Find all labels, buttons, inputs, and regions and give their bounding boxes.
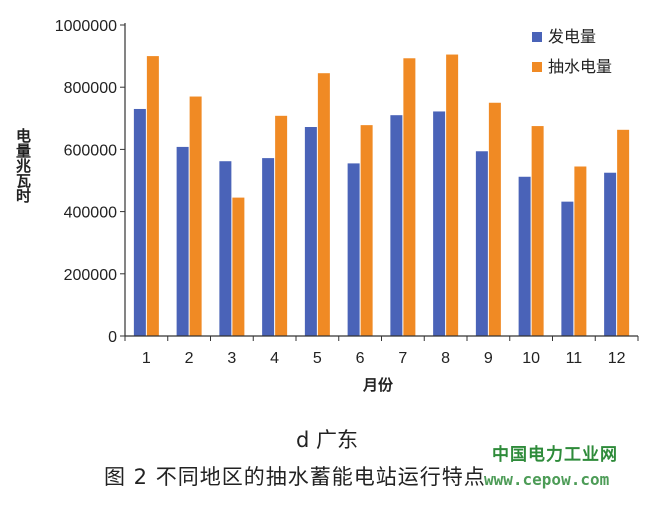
bar-pumping xyxy=(232,197,245,336)
bar-pumping xyxy=(360,125,373,336)
y-tick-label: 1000000 xyxy=(55,18,117,35)
bar-generation xyxy=(304,127,317,337)
bar-generation xyxy=(219,161,232,336)
x-tick-label: 2 xyxy=(185,350,194,367)
bar-pumping xyxy=(317,73,330,336)
y-tick-label: 400000 xyxy=(64,205,117,222)
bar-generation xyxy=(475,151,488,336)
x-tick-label: 5 xyxy=(313,350,322,367)
bar-generation xyxy=(518,176,531,336)
y-tick-label: 0 xyxy=(108,329,117,346)
watermark-title: 中国电力工业网 xyxy=(492,445,618,465)
x-tick-label: 4 xyxy=(270,350,279,367)
bar-pumping xyxy=(617,129,630,336)
x-tick-label: 1 xyxy=(142,350,151,367)
x-tick-label: 7 xyxy=(398,350,407,367)
bar-pumping xyxy=(403,58,416,336)
x-tick-label: 8 xyxy=(441,350,450,367)
bar-pumping xyxy=(531,126,544,336)
bar-pumping xyxy=(446,54,459,337)
x-axis-label: 月份 xyxy=(363,376,394,394)
watermark-url: www.cepow.com xyxy=(484,470,610,489)
bar-generation xyxy=(390,115,403,336)
y-axis-label: 电量兆瓦时 xyxy=(14,128,32,203)
legend-label: 抽水电量 xyxy=(548,57,612,76)
bar-pumping xyxy=(488,102,501,336)
chart-subcaption: d 广东 xyxy=(296,428,359,452)
y-tick-label: 800000 xyxy=(64,80,117,97)
bar-generation xyxy=(604,172,617,336)
legend-swatch xyxy=(532,32,542,42)
bar-generation xyxy=(347,163,360,336)
bar-generation xyxy=(433,111,446,336)
bar-generation xyxy=(133,108,146,336)
x-tick-label: 6 xyxy=(356,350,365,367)
legend-swatch xyxy=(532,62,542,72)
x-tick-label: 12 xyxy=(608,350,626,367)
y-tick-label: 200000 xyxy=(64,267,117,284)
bar-generation xyxy=(262,158,275,336)
bar-generation xyxy=(561,201,574,336)
bar-generation xyxy=(176,146,189,336)
bar-pumping xyxy=(275,115,288,336)
x-tick-label: 11 xyxy=(566,350,583,367)
x-tick-label: 10 xyxy=(522,350,540,367)
x-tick-label: 9 xyxy=(484,350,493,367)
bar-pumping xyxy=(146,56,159,336)
x-tick-label: 3 xyxy=(227,350,236,367)
y-tick-label: 600000 xyxy=(64,142,117,159)
bar-pumping xyxy=(189,96,202,336)
figure-caption: 图 2 不同地区的抽水蓄能电站运行特点 xyxy=(104,465,486,489)
bar-pumping xyxy=(574,166,587,336)
legend-label: 发电量 xyxy=(548,27,596,46)
